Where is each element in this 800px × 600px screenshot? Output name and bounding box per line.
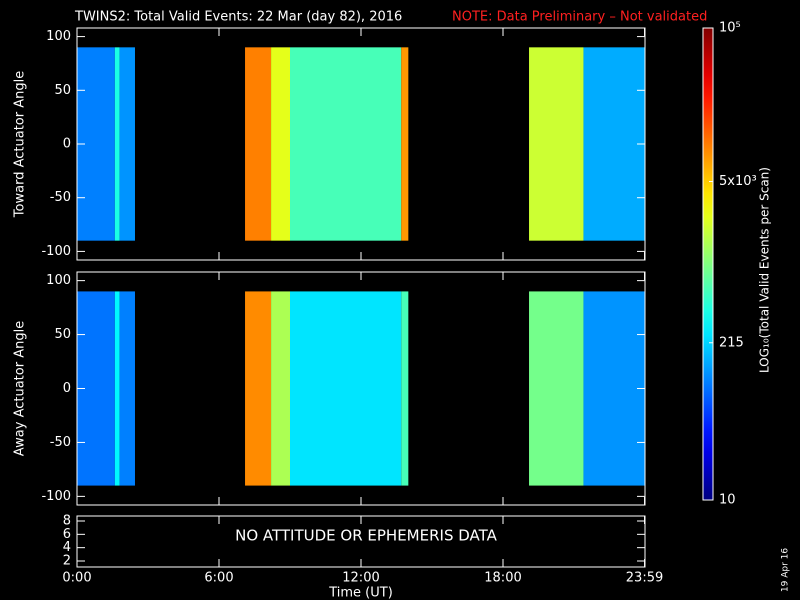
heatmap-cell [271,47,290,241]
heatmap-cell [583,47,645,241]
colorbar-label: LOG₁₀(Total Valid Events per Scan) [758,167,772,373]
heatmap-cell [401,47,409,241]
colorbar-tick-label: 10 [719,493,736,508]
heatmap-cell [119,47,135,241]
x-axis-label: Time (UT) [328,586,393,600]
x-tick-label: 23:59 [626,571,663,586]
heatmap-cell [245,47,272,241]
y-tick-label: -50 [50,435,71,450]
y-tick-label: -100 [41,489,71,504]
x-tick-label: 18:00 [484,571,521,586]
x-tick-label: 0:00 [62,571,91,586]
y-tick-label: 0 [63,137,71,152]
heatmap-cell [119,291,135,486]
y-tick-label: 0 [63,381,71,396]
x-tick-label: 12:00 [342,571,379,586]
colorbar [702,27,714,501]
y-tick-label: 4 [63,540,71,555]
annotation: NO ATTITUDE OR EPHEMERIS DATA [235,527,498,545]
x-tick-label: 6:00 [204,571,233,586]
chart-title: TWINS2: Total Valid Events: 22 Mar (day … [74,10,402,25]
note: NOTE: Data Preliminary – Not validated [452,10,707,25]
y-tick-label: 8 [63,514,71,529]
y-tick-label: -100 [41,244,71,259]
heatmap-cell [245,291,272,486]
y-axis-label: Toward Actuator Angle [13,71,28,218]
y-tick-label: 100 [46,273,71,288]
y-tick-label: 50 [54,327,71,342]
y-tick-label: 100 [46,29,71,44]
heatmap-cell [114,47,120,241]
heatmap-cell [290,291,402,486]
heatmap-cell [583,291,645,486]
heatmap-cell [114,291,120,486]
y-tick-label: 2 [63,554,71,569]
heatmap-cell [290,47,402,241]
colorbar-tick-label: 10⁵ [719,21,741,36]
colorbar-tick-label: 215 [719,335,744,350]
date-stamp: 19 Apr 16 [781,548,791,592]
colorbar-tick-label: 5x10³ [719,174,757,189]
heatmap-cell [529,291,584,486]
heatmap-cell [401,291,409,486]
y-tick-label: 50 [54,83,71,98]
y-tick-label: -50 [50,190,71,205]
heatmap-cell [529,47,584,241]
y-tick-label: 6 [63,527,71,542]
heatmap-cell [271,291,290,486]
y-axis-label: Away Actuator Angle [13,321,28,456]
